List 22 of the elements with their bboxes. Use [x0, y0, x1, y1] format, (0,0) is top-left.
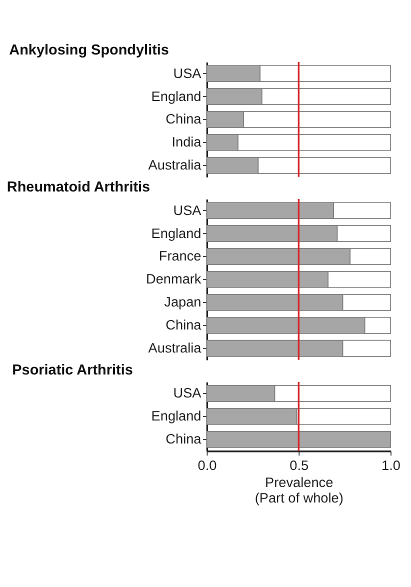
x-tick-label: 0.5 — [290, 458, 309, 474]
y-tick-label: USA — [173, 386, 202, 401]
y-tick-label: India — [172, 134, 202, 150]
y-tick-label: China — [166, 112, 202, 127]
y-tick-label: USA — [173, 66, 202, 81]
y-tick-label: England — [151, 226, 202, 241]
y-tick-label: England — [151, 88, 202, 104]
text: Rheumatoid Arthritis — [6, 179, 150, 196]
y-tick-label: China — [166, 432, 202, 447]
y-tick-label: Australia — [148, 340, 202, 356]
text: Psoriatic Arthritis — [12, 362, 133, 378]
x-tick-label: 0.0 — [198, 458, 218, 474]
x-tick-label: 1.0 — [382, 458, 401, 474]
text: Ankylosing Spondylitis — [9, 42, 169, 58]
y-tick-label: Denmark — [146, 272, 202, 287]
y-tick-label: Australia — [148, 158, 202, 173]
y-tick-label: Japan — [164, 294, 202, 310]
y-tick-label: France — [158, 248, 202, 264]
y-tick-label: England — [151, 408, 202, 424]
x-axis-title: Prevalence (Part of whole) — [254, 475, 344, 506]
y-tick-label: China — [166, 318, 202, 333]
y-tick-label: USA — [173, 202, 202, 218]
